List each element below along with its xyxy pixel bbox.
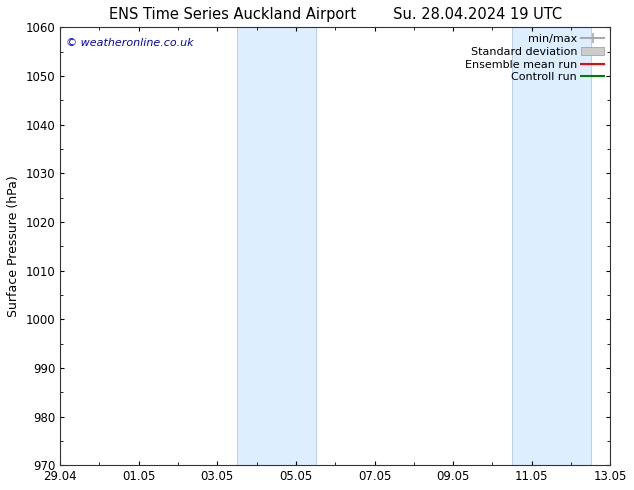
Title: ENS Time Series Auckland Airport        Su. 28.04.2024 19 UTC: ENS Time Series Auckland Airport Su. 28.… [108,7,562,22]
Bar [512,27,591,465]
Legend: min/max, Standard deviation, Ensemble mean run, Controll run: min/max, Standard deviation, Ensemble me… [463,33,605,83]
Text: © weatheronline.co.uk: © weatheronline.co.uk [65,38,193,48]
Bar [237,27,316,465]
Y-axis label: Surface Pressure (hPa): Surface Pressure (hPa) [7,175,20,317]
